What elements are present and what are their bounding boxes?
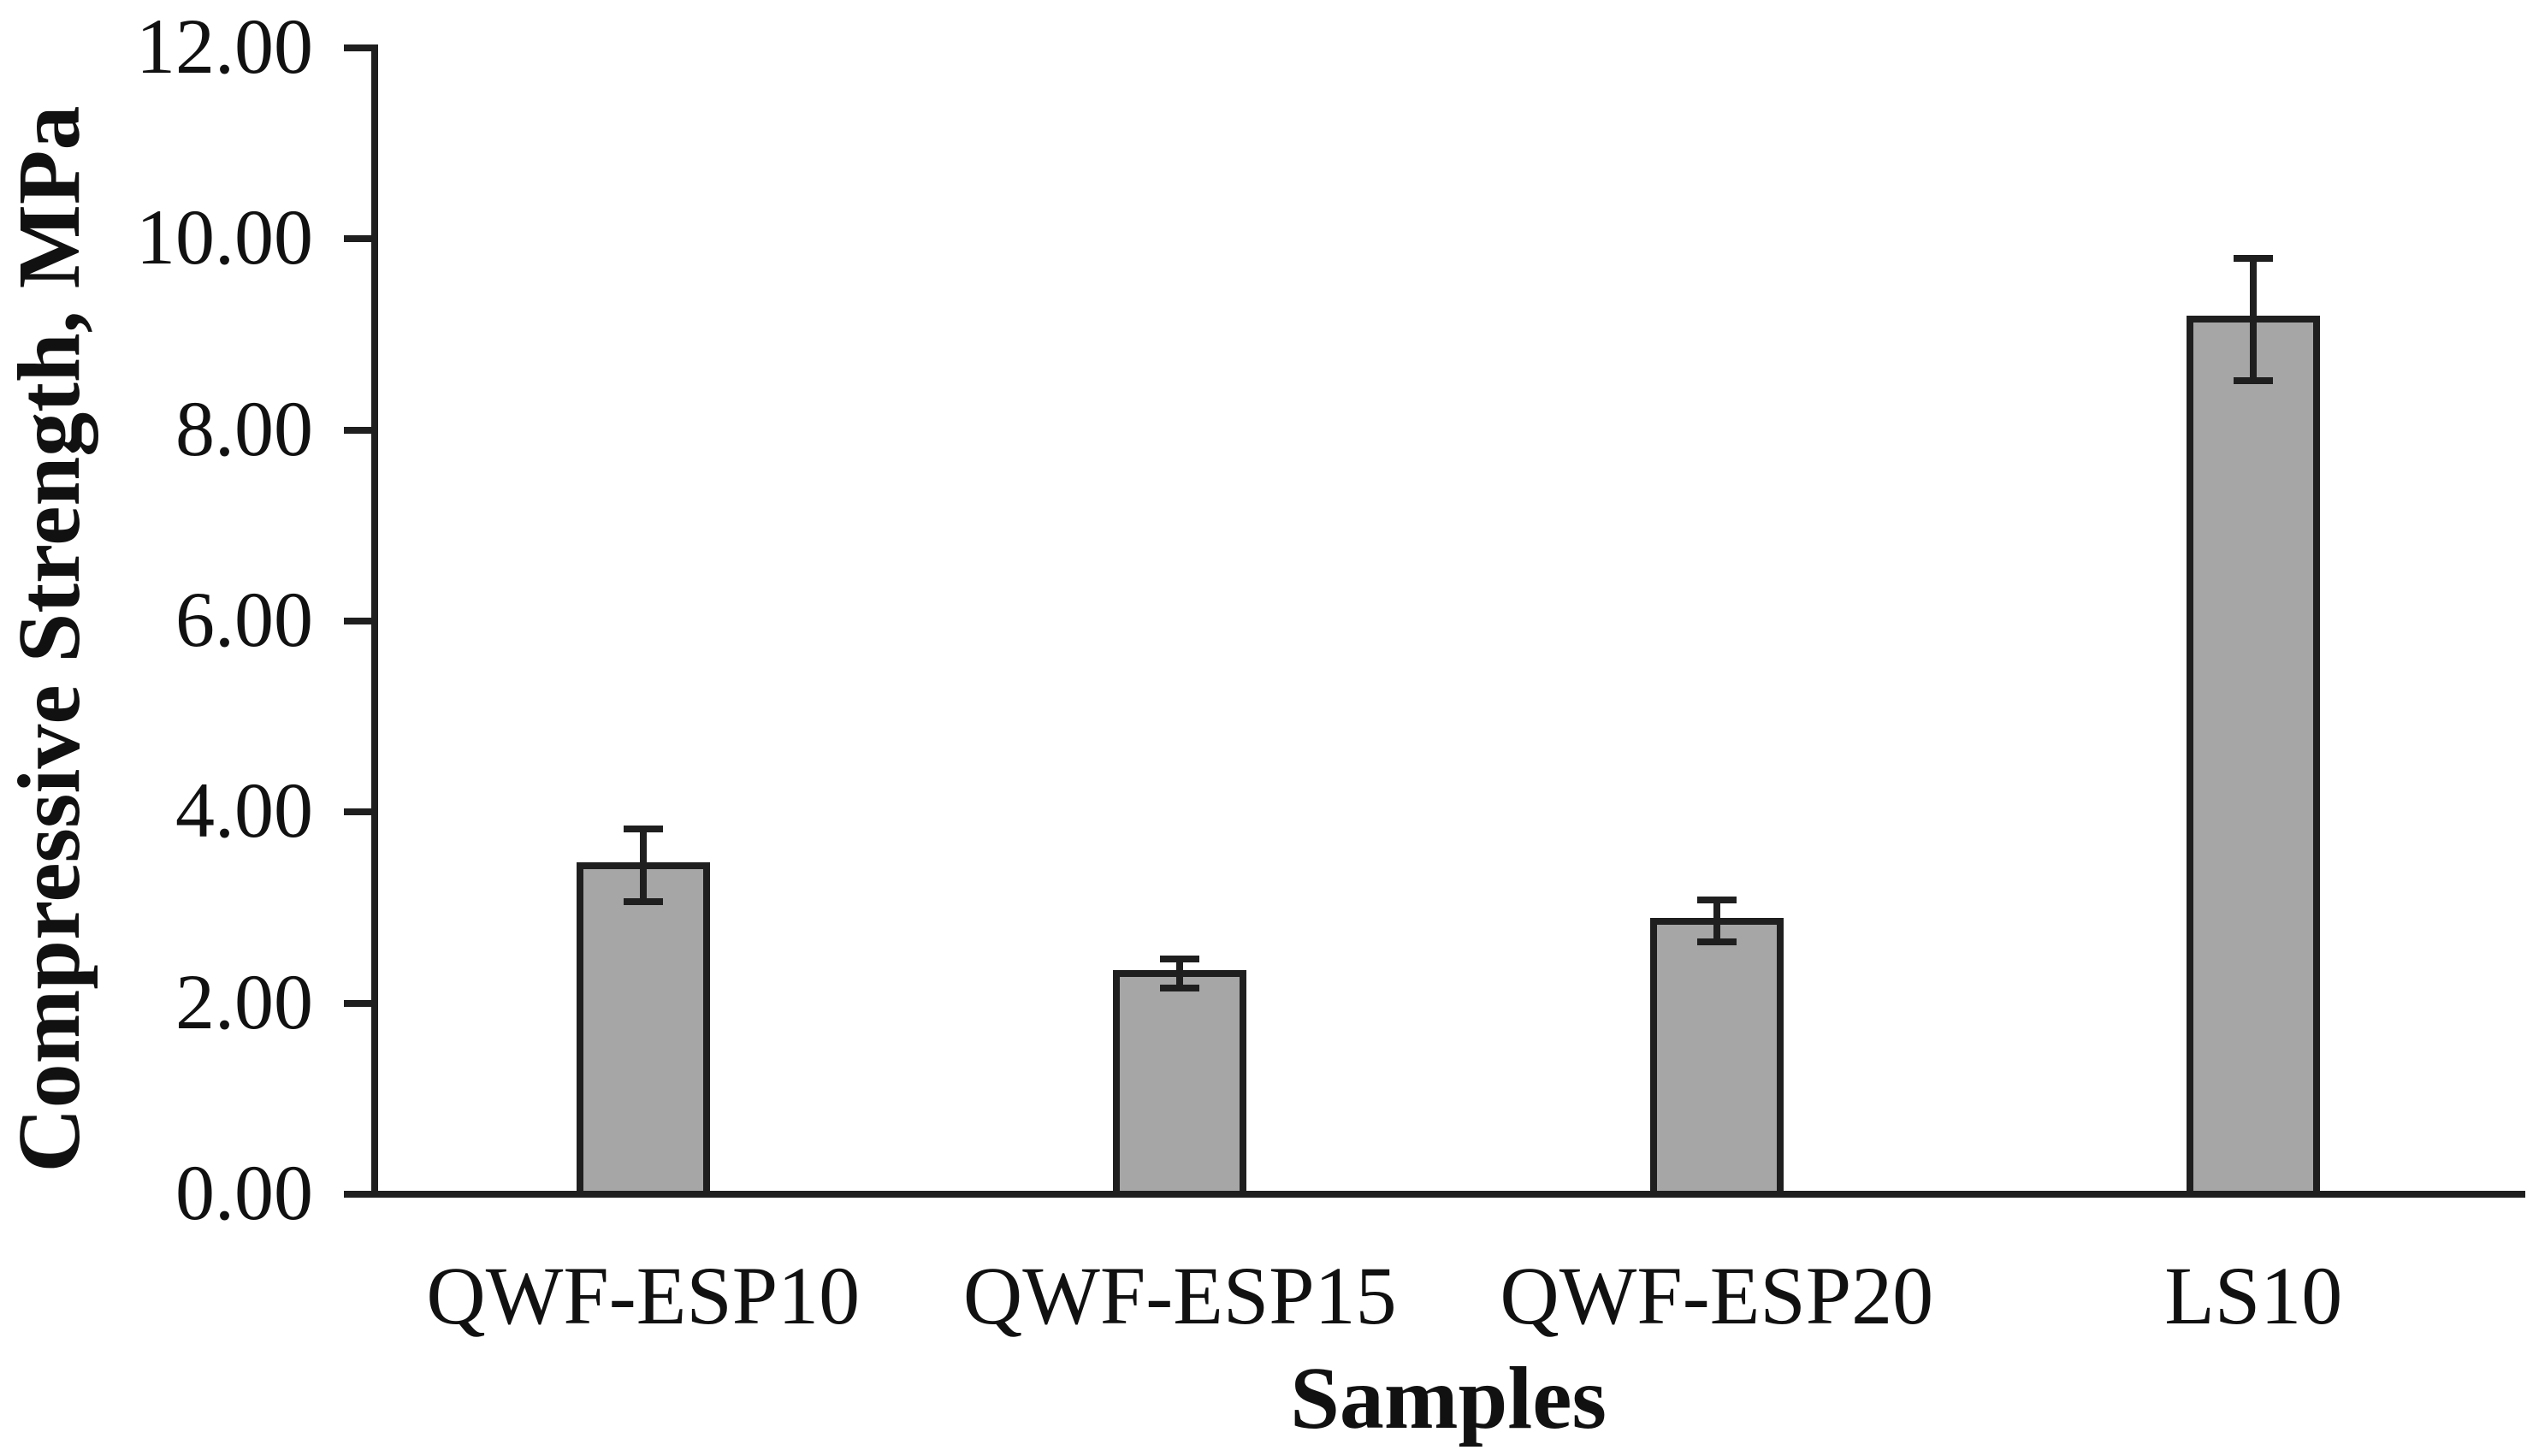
error-bar-cap-bottom bbox=[1696, 938, 1737, 946]
x-axis-title: Samples bbox=[1290, 1349, 1607, 1447]
y-tick-mark bbox=[344, 618, 375, 624]
y-tick-mark bbox=[344, 235, 375, 243]
error-bar-line bbox=[1713, 897, 1720, 946]
error-bar-cap-top bbox=[623, 826, 663, 833]
error-bar-cap-top bbox=[1160, 956, 1200, 963]
error-bar-line bbox=[1176, 956, 1184, 991]
error-bar-cap-bottom bbox=[623, 898, 663, 906]
y-tick-mark bbox=[344, 808, 375, 816]
error-bar-line bbox=[2250, 254, 2258, 384]
y-tick-mark bbox=[344, 1191, 375, 1198]
bar bbox=[2187, 316, 2321, 1198]
error-bar-cap-top bbox=[2234, 254, 2274, 262]
bar bbox=[576, 861, 710, 1198]
y-tick-label: 0.00 bbox=[175, 1149, 313, 1237]
y-tick-label: 12.00 bbox=[136, 3, 313, 91]
x-category-label: QWF-ESP10 bbox=[426, 1250, 861, 1341]
y-tick-label: 8.00 bbox=[175, 384, 313, 472]
y-tick-label: 10.00 bbox=[136, 193, 313, 281]
x-category-label: LS10 bbox=[2164, 1250, 2343, 1341]
y-tick-label: 4.00 bbox=[175, 766, 313, 855]
error-bar-line bbox=[639, 826, 647, 906]
y-tick-mark bbox=[344, 426, 375, 434]
y-tick-label: 2.00 bbox=[175, 957, 313, 1045]
bar bbox=[1649, 917, 1784, 1198]
x-axis-line bbox=[371, 1191, 2525, 1198]
bar bbox=[1113, 970, 1247, 1198]
y-axis-line bbox=[371, 44, 378, 1198]
y-tick-mark bbox=[344, 44, 375, 51]
y-tick-label: 6.00 bbox=[175, 576, 313, 664]
y-tick-mark bbox=[344, 999, 375, 1007]
x-category-label: QWF-ESP15 bbox=[962, 1250, 1397, 1341]
x-category-label: QWF-ESP20 bbox=[1500, 1250, 1934, 1341]
error-bar-cap-top bbox=[1696, 897, 1737, 904]
error-bar-cap-bottom bbox=[1160, 984, 1200, 991]
error-bar-cap-bottom bbox=[2234, 376, 2274, 384]
